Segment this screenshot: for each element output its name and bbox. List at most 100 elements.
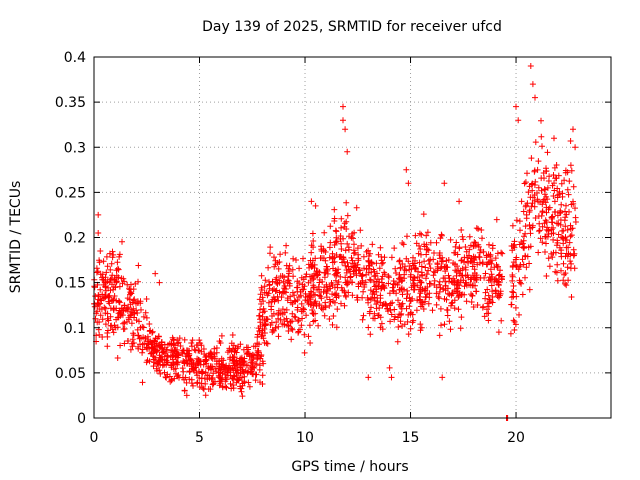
- data-point: [349, 292, 356, 299]
- data-point: [99, 316, 106, 323]
- data-point: [305, 333, 312, 340]
- data-point: [264, 316, 271, 323]
- data-point: [219, 370, 226, 377]
- data-point: [286, 262, 293, 269]
- data-point: [468, 299, 475, 305]
- data-point: [113, 267, 120, 274]
- data-point: [278, 294, 285, 301]
- data-point: [311, 265, 318, 271]
- data-point: [199, 369, 206, 376]
- data-point: [334, 306, 341, 313]
- data-point: [509, 222, 516, 229]
- data-point: [494, 250, 501, 257]
- data-point: [159, 345, 166, 351]
- data-point: [438, 322, 444, 329]
- data-point: [102, 321, 109, 328]
- data-point: [449, 290, 455, 297]
- data-point: [450, 275, 457, 282]
- data-point: [335, 293, 342, 299]
- data-point: [120, 275, 127, 282]
- data-point: [340, 103, 346, 110]
- data-point: [210, 380, 217, 387]
- data-point: [189, 337, 196, 344]
- data-point: [331, 218, 338, 224]
- data-point: [262, 277, 269, 284]
- data-point: [257, 319, 264, 326]
- data-point: [535, 158, 542, 165]
- data-point: [379, 279, 385, 286]
- data-point: [256, 312, 263, 319]
- data-point: [135, 345, 142, 352]
- data-point: [371, 294, 378, 301]
- data-point: [510, 283, 517, 289]
- data-point: [206, 375, 213, 382]
- chart-title: Day 139 of 2025, SRMTID for receiver ufc…: [202, 19, 502, 35]
- data-point: [91, 303, 98, 310]
- data-point: [514, 263, 520, 270]
- data-point: [271, 263, 278, 270]
- data-point: [570, 200, 577, 207]
- data-point: [259, 294, 266, 301]
- data-point: [544, 233, 551, 240]
- data-point: [549, 254, 556, 261]
- data-point: [102, 294, 108, 301]
- data-point: [114, 265, 121, 272]
- data-point: [484, 286, 491, 293]
- data-point: [386, 364, 393, 371]
- data-point: [414, 274, 421, 280]
- data-point: [459, 233, 466, 240]
- data-point: [418, 324, 425, 331]
- data-point: [381, 271, 388, 278]
- data-point: [396, 258, 403, 265]
- y-tick-label: 0.05: [55, 366, 86, 382]
- data-point: [518, 198, 525, 205]
- data-point: [133, 317, 140, 324]
- data-point: [399, 323, 405, 329]
- data-point: [124, 318, 130, 325]
- data-point: [344, 148, 351, 155]
- data-point: [439, 374, 446, 381]
- data-point: [485, 310, 492, 317]
- y-tick-label: 0.35: [55, 95, 86, 111]
- data-point: [198, 380, 205, 387]
- data-point: [195, 357, 202, 364]
- data-point: [293, 257, 299, 263]
- data-point: [293, 284, 300, 291]
- data-point: [396, 301, 403, 308]
- data-point: [321, 274, 328, 281]
- data-point: [385, 274, 392, 281]
- data-point: [130, 330, 137, 337]
- data-point: [275, 315, 282, 322]
- data-point: [312, 317, 319, 324]
- data-point: [564, 186, 571, 193]
- data-point: [333, 272, 340, 279]
- data-point: [159, 356, 166, 363]
- data-point: [540, 170, 547, 176]
- data-point: [144, 357, 151, 364]
- data-point: [182, 353, 189, 360]
- data-point: [524, 170, 530, 177]
- data-point: [486, 274, 493, 281]
- data-point: [556, 210, 563, 217]
- data-point: [276, 289, 283, 296]
- data-point: [127, 346, 134, 353]
- data-point: [252, 377, 259, 384]
- data-point: [264, 340, 271, 347]
- data-point: [138, 306, 144, 313]
- data-point: [134, 326, 141, 333]
- data-point: [172, 365, 179, 372]
- data-point: [482, 289, 489, 296]
- data-point: [570, 246, 577, 253]
- data-point: [218, 332, 225, 339]
- data-point: [116, 307, 123, 314]
- data-point: [423, 271, 430, 278]
- data-point: [188, 380, 195, 387]
- data-point: [562, 223, 569, 230]
- data-point: [368, 304, 374, 311]
- data-point: [295, 329, 302, 336]
- data-point: [390, 281, 397, 288]
- data-point: [488, 282, 495, 289]
- data-point: [207, 351, 214, 357]
- data-point: [349, 279, 356, 286]
- data-point: [354, 245, 361, 252]
